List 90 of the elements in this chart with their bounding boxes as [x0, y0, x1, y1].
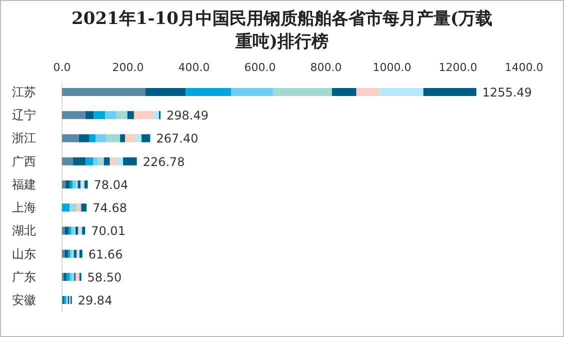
x-tick-label: 1200.0 — [438, 61, 478, 74]
bar — [356, 88, 380, 96]
bar — [64, 272, 67, 281]
y-tick-label: 安徽 — [12, 293, 36, 307]
bar — [186, 88, 232, 96]
bar — [104, 157, 110, 166]
bar — [62, 157, 73, 166]
bar — [81, 204, 87, 212]
bar — [62, 88, 146, 96]
bar — [70, 180, 73, 188]
bar — [78, 134, 90, 142]
y-tick-label: 广西 — [12, 154, 36, 168]
bar — [136, 134, 142, 142]
bar — [74, 250, 77, 258]
x-tick-label: 0.0 — [53, 61, 71, 74]
total-label: 78.04 — [94, 178, 128, 192]
total-label: 70.01 — [91, 224, 126, 238]
bar — [94, 111, 106, 120]
bar — [116, 157, 124, 166]
total-label: 267.40 — [156, 132, 198, 146]
bar — [380, 88, 424, 96]
bar — [78, 180, 80, 188]
bar — [76, 272, 78, 281]
total-label: 1255.49 — [482, 86, 532, 100]
x-tick-label: 400.0 — [178, 61, 210, 74]
x-tick-label: 800.0 — [310, 61, 342, 74]
bar — [85, 111, 94, 120]
y-tick-label: 辽宁 — [12, 108, 36, 122]
total-label: 226.78 — [142, 154, 185, 169]
bar — [110, 157, 116, 166]
y-tick-label: 上海 — [12, 200, 36, 215]
bar — [68, 250, 70, 258]
bar — [93, 157, 98, 166]
y-tick-label: 江苏 — [12, 85, 36, 99]
bar — [423, 88, 476, 96]
total-label: 61.66 — [88, 247, 123, 262]
bar — [96, 134, 106, 142]
bar — [134, 111, 154, 120]
bar — [68, 226, 72, 235]
bar — [127, 111, 134, 120]
x-tick-label: 200.0 — [112, 61, 144, 74]
bar — [66, 272, 70, 281]
total-label: 74.68 — [92, 201, 128, 216]
bar — [123, 157, 137, 166]
bar — [62, 134, 79, 142]
y-tick-label: 广东 — [12, 270, 36, 284]
bar — [82, 226, 86, 235]
bar — [76, 226, 78, 235]
bar — [98, 157, 104, 166]
bar — [71, 226, 74, 235]
bar — [62, 250, 65, 258]
bar — [231, 88, 273, 96]
bar — [64, 250, 68, 258]
bar — [106, 134, 120, 142]
bar — [62, 111, 86, 120]
total-label: 298.49 — [166, 108, 208, 123]
bar — [272, 88, 332, 96]
y-tick-label: 山东 — [12, 246, 36, 261]
bar — [84, 180, 88, 188]
y-tick-label: 湖北 — [12, 224, 36, 238]
bar — [72, 180, 76, 188]
bar — [120, 134, 126, 142]
bar — [82, 180, 84, 188]
y-tick-label: 浙江 — [12, 131, 36, 146]
bar — [62, 204, 70, 212]
chart-title: 2021年1-10月中国民用钢质船舶各省市每月产量(万载重吨)排行榜 — [72, 9, 492, 52]
bar — [142, 134, 150, 142]
bar — [89, 134, 96, 142]
bar — [65, 180, 70, 188]
bar — [125, 134, 136, 142]
bar — [70, 204, 77, 212]
x-tick-label: 1000.0 — [372, 61, 412, 74]
bar — [86, 157, 94, 166]
bar — [154, 111, 160, 120]
bar — [62, 226, 65, 235]
bar — [76, 204, 82, 212]
bar — [116, 111, 128, 120]
x-tick-label: 600.0 — [244, 61, 276, 74]
bar — [105, 111, 116, 120]
bar — [70, 272, 73, 281]
bar — [332, 88, 356, 96]
x-tick-label: 1400.0 — [504, 61, 544, 74]
total-label: 58.50 — [87, 270, 122, 284]
bar — [79, 250, 82, 258]
y-tick-label: 福建 — [12, 177, 36, 192]
bar — [72, 157, 86, 166]
bar — [62, 180, 66, 188]
total-label: 29.84 — [78, 294, 112, 308]
bar — [145, 88, 186, 96]
bar — [64, 226, 69, 235]
